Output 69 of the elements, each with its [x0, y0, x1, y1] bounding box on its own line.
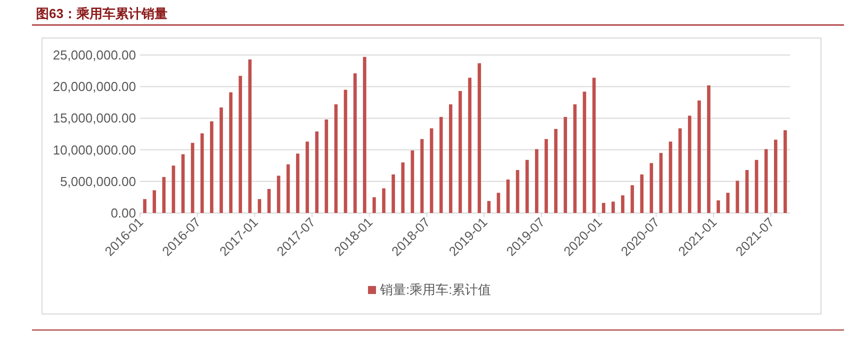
bar [162, 176, 166, 213]
bar [784, 130, 787, 213]
bar [439, 116, 443, 213]
bar [554, 128, 558, 213]
bar [372, 197, 376, 213]
bar [315, 131, 319, 213]
bar [640, 174, 644, 213]
bar [306, 142, 309, 213]
bar [229, 92, 232, 213]
bar [535, 149, 538, 213]
bar [286, 164, 290, 213]
bar [688, 116, 692, 213]
bar [410, 150, 414, 213]
bar [248, 59, 252, 213]
bar [152, 190, 156, 213]
y-tick-label: 0.00 [110, 206, 136, 220]
bar [392, 174, 395, 213]
bar [668, 142, 672, 213]
y-tick-label: 25,000,000.00 [52, 48, 136, 62]
bar [220, 107, 223, 213]
bar [611, 202, 615, 213]
y-tick-label: 20,000,000.00 [52, 79, 136, 94]
bar [716, 200, 720, 213]
bar [659, 152, 663, 213]
bar [650, 163, 654, 213]
bar [238, 76, 242, 213]
bar [745, 170, 749, 213]
bar [296, 154, 300, 213]
legend-label: 销量:乘用车:累计值 [379, 282, 492, 297]
bar [487, 200, 491, 213]
bar [707, 85, 710, 213]
bar [448, 104, 452, 213]
bar [564, 116, 568, 213]
bar [468, 78, 472, 213]
bar [630, 185, 634, 213]
bar [181, 154, 185, 213]
bar [276, 176, 280, 213]
bar [267, 188, 271, 213]
bar [344, 90, 348, 213]
bar [506, 180, 510, 213]
bar [525, 160, 529, 213]
bar [754, 160, 758, 213]
bar [774, 140, 778, 213]
bar [200, 133, 204, 213]
bar [458, 91, 462, 213]
bar [764, 149, 768, 213]
bar [592, 78, 596, 213]
bar [143, 199, 146, 213]
bar [353, 73, 357, 213]
bar [726, 192, 730, 213]
bar [621, 195, 624, 213]
bar [478, 63, 482, 213]
y-tick-label: 5,000,000.00 [60, 174, 136, 189]
bar [324, 119, 328, 213]
bar [362, 56, 366, 213]
bar [258, 199, 262, 213]
bar [516, 170, 520, 213]
bar [582, 92, 586, 213]
y-tick-label: 15,000,000.00 [52, 110, 136, 126]
bar [172, 166, 176, 213]
bar [382, 188, 386, 213]
bar [210, 121, 214, 213]
bar [401, 162, 405, 213]
y-tick-label: 10,000,000.00 [52, 142, 136, 158]
bar [602, 202, 606, 213]
bar [544, 139, 548, 213]
chart-title: 图63：乘用车累计销量 [36, 6, 168, 21]
bar [698, 100, 701, 213]
bar [420, 139, 424, 213]
